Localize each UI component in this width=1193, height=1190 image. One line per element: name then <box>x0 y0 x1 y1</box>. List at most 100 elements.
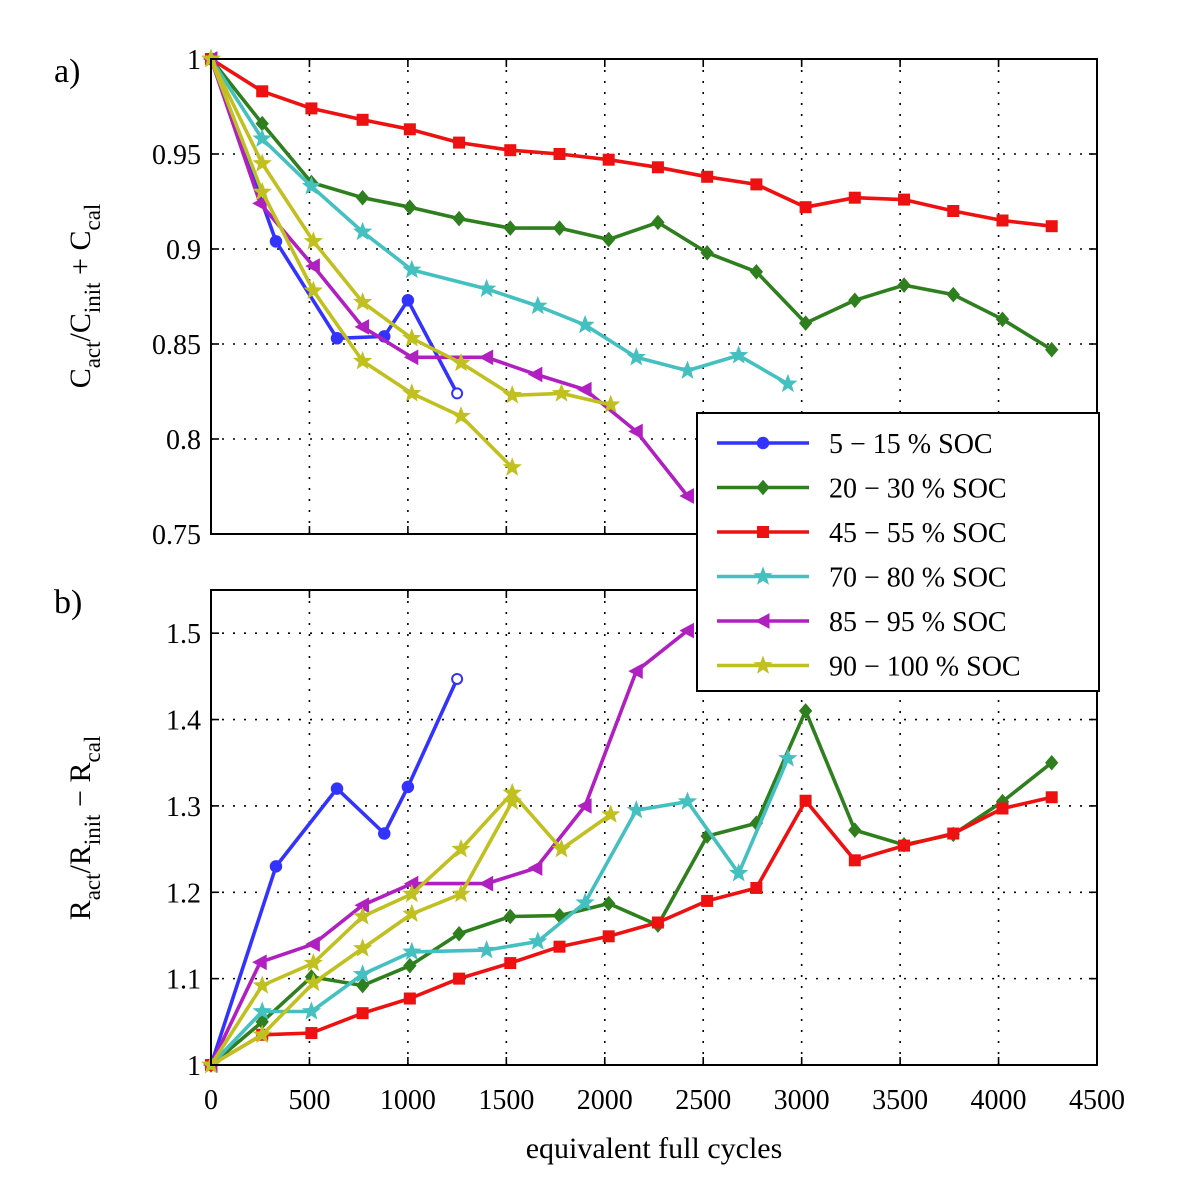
data-point <box>352 221 373 241</box>
data-point <box>503 220 517 236</box>
data-point <box>352 292 373 311</box>
data-point <box>401 294 415 307</box>
series-line <box>209 678 459 1066</box>
data-point <box>527 366 543 383</box>
x-tick-label: 3500 <box>872 1085 928 1116</box>
x-tick-label: 4500 <box>1069 1085 1125 1116</box>
series-6 <box>201 48 522 476</box>
data-point <box>352 350 373 370</box>
y-tick-label: 1 <box>187 1051 201 1082</box>
data-point <box>352 938 373 957</box>
data-point <box>403 957 417 974</box>
data-point <box>798 315 813 331</box>
panel-label: b) <box>54 584 82 621</box>
data-point <box>601 804 621 823</box>
data-point <box>252 1001 272 1020</box>
data-point <box>778 748 798 767</box>
data-point <box>252 153 272 172</box>
x-tick-label: 4000 <box>971 1085 1027 1116</box>
data-point <box>602 930 615 943</box>
data-point <box>452 210 466 227</box>
data-point <box>577 381 592 398</box>
data-point <box>701 170 714 183</box>
series-5 <box>201 48 621 414</box>
data-point <box>575 314 595 334</box>
data-point <box>551 383 572 402</box>
data-point <box>453 136 466 149</box>
y-tick-label: 0.75 <box>152 520 201 551</box>
legend: 5 − 15 % SOC 20 − 30 % SOC 45 − 55 % SOC 70… <box>696 412 1100 692</box>
data-point <box>651 214 665 231</box>
x-tick-label: 2500 <box>675 1085 731 1116</box>
data-point <box>502 385 522 404</box>
data-point <box>750 881 763 894</box>
data-point <box>677 360 698 379</box>
data-point <box>502 457 522 476</box>
series-line <box>209 757 790 1067</box>
data-point <box>303 280 323 300</box>
y-tick-label: 0.85 <box>152 330 201 361</box>
data-point <box>477 939 497 959</box>
panel-a: 0.75 0.8 0.85 0.9 0.95 1 a) <box>54 45 1098 551</box>
series-2 <box>205 791 1058 1071</box>
data-point <box>451 672 464 685</box>
data-point <box>602 153 615 166</box>
data-point <box>252 1024 272 1044</box>
x-tick-label: 1500 <box>478 1085 534 1116</box>
legend-entry: 85 − 95 % SOC <box>717 607 1007 638</box>
data-point <box>504 144 517 157</box>
data-point <box>947 827 960 840</box>
data-point <box>996 802 1009 815</box>
data-point <box>252 128 272 148</box>
data-point <box>553 148 566 160</box>
y-tick-label: 1 <box>187 45 201 76</box>
data-point <box>352 906 373 925</box>
legend-entry: 5 − 15 % SOC <box>717 429 993 460</box>
data-point <box>848 822 862 838</box>
data-point <box>402 941 422 961</box>
data-point <box>701 894 714 907</box>
data-point <box>303 972 323 992</box>
data-point <box>303 231 323 250</box>
series-line <box>209 58 789 386</box>
data-point <box>402 903 422 923</box>
data-point <box>553 940 566 953</box>
legend-box <box>696 412 1100 692</box>
y-tick-label: 1.5 <box>166 619 201 650</box>
legend-entry: 90 − 100 % SOC <box>717 652 1021 683</box>
axis-frame <box>210 589 1098 1066</box>
series-line <box>209 58 689 498</box>
y-tick-label: 1.3 <box>166 792 201 823</box>
series-line <box>210 795 1053 1067</box>
data-point <box>301 176 322 195</box>
data-point <box>601 394 621 414</box>
legend-entry: 45 − 55 % SOC <box>717 518 1007 549</box>
data-point <box>354 319 370 335</box>
data-point <box>478 349 494 366</box>
panel-b-ylabel: Ract/Rinit − Rcal <box>64 736 105 921</box>
legend-label: 90 − 100 % SOC <box>829 652 1021 683</box>
data-point <box>402 328 422 347</box>
data-point <box>995 311 1010 328</box>
series-line <box>209 629 689 1066</box>
x-tick-label: 1000 <box>380 1085 436 1116</box>
axis-frame <box>210 58 1098 535</box>
legend-marker <box>753 655 773 674</box>
data-point <box>401 780 415 794</box>
data-point <box>1045 220 1058 233</box>
data-point <box>403 992 416 1005</box>
x-tick-label: 500 <box>288 1085 330 1116</box>
data-point <box>301 1001 322 1020</box>
data-point <box>269 860 283 873</box>
legend-marker <box>756 436 770 450</box>
y-tick-label: 1.4 <box>166 706 201 737</box>
data-point <box>602 231 616 248</box>
data-point <box>897 277 911 293</box>
data-point <box>330 332 344 345</box>
data-point <box>478 875 494 892</box>
data-point <box>451 838 471 858</box>
y-tick-label: 1.2 <box>166 878 201 909</box>
data-point <box>799 201 812 214</box>
data-point <box>451 352 471 372</box>
data-point <box>356 1007 369 1020</box>
